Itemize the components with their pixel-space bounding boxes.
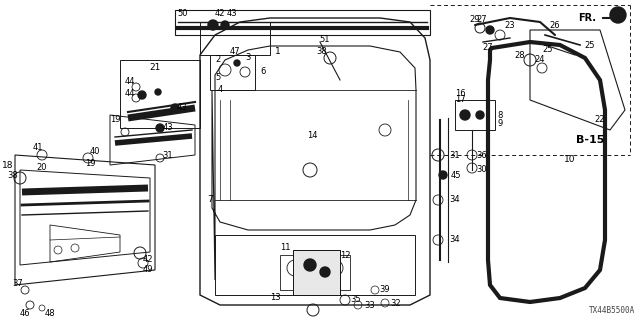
Text: 40: 40 — [90, 148, 100, 156]
Text: 27: 27 — [483, 44, 493, 52]
Text: 35: 35 — [351, 295, 362, 305]
Text: 30: 30 — [477, 165, 487, 174]
Text: 50: 50 — [178, 10, 188, 19]
Text: 32: 32 — [390, 299, 401, 308]
Text: 6: 6 — [260, 68, 266, 76]
Text: 48: 48 — [45, 308, 55, 317]
Text: 18: 18 — [3, 161, 13, 170]
Circle shape — [320, 267, 330, 277]
Text: 4: 4 — [218, 85, 223, 94]
Text: 19: 19 — [109, 116, 120, 124]
Text: 9: 9 — [497, 118, 502, 127]
Text: 11: 11 — [280, 243, 291, 252]
Text: 8: 8 — [497, 110, 502, 119]
Text: 34: 34 — [450, 236, 460, 244]
Text: 17: 17 — [454, 95, 465, 105]
Text: 24: 24 — [535, 55, 545, 65]
Text: 42: 42 — [215, 10, 225, 19]
Text: 29: 29 — [470, 15, 480, 25]
Polygon shape — [293, 250, 340, 295]
Text: 43: 43 — [163, 124, 173, 132]
Circle shape — [486, 26, 494, 34]
Text: TX44B5500A: TX44B5500A — [589, 306, 635, 315]
Text: 37: 37 — [13, 279, 24, 289]
Text: 2: 2 — [216, 55, 221, 65]
Circle shape — [476, 111, 484, 119]
Text: 12: 12 — [340, 251, 350, 260]
Text: 1: 1 — [275, 47, 281, 57]
Text: 23: 23 — [505, 20, 515, 29]
Text: 38: 38 — [8, 171, 19, 180]
Text: 31: 31 — [163, 150, 173, 159]
Circle shape — [234, 60, 240, 66]
Text: 45: 45 — [451, 171, 461, 180]
Circle shape — [439, 171, 447, 179]
Text: 20: 20 — [36, 164, 47, 172]
Text: 46: 46 — [20, 308, 30, 317]
Text: 10: 10 — [564, 156, 576, 164]
Circle shape — [171, 104, 179, 112]
Circle shape — [304, 259, 316, 271]
Text: 19: 19 — [84, 158, 95, 167]
Circle shape — [610, 7, 626, 23]
Text: FR.: FR. — [578, 13, 596, 23]
Text: 44: 44 — [125, 77, 135, 86]
Text: 26: 26 — [550, 20, 560, 29]
Text: 16: 16 — [454, 90, 465, 99]
Circle shape — [156, 124, 164, 132]
Text: 25: 25 — [543, 45, 553, 54]
Text: 44: 44 — [125, 89, 135, 98]
Text: B-15: B-15 — [576, 135, 604, 145]
Text: 42: 42 — [143, 255, 153, 265]
Text: 7: 7 — [207, 196, 213, 204]
Circle shape — [138, 91, 146, 99]
Circle shape — [155, 89, 161, 95]
Text: 38: 38 — [317, 47, 328, 57]
Text: 47: 47 — [230, 47, 240, 57]
Text: 49: 49 — [143, 266, 153, 275]
Text: 13: 13 — [269, 293, 280, 302]
Text: 34: 34 — [450, 196, 460, 204]
Circle shape — [208, 20, 218, 30]
Circle shape — [221, 21, 229, 29]
Text: 3: 3 — [245, 53, 251, 62]
Text: 39: 39 — [380, 285, 390, 294]
Text: 31: 31 — [450, 150, 460, 159]
Text: 21: 21 — [149, 63, 161, 73]
Text: 43: 43 — [227, 10, 237, 19]
Text: 41: 41 — [33, 143, 44, 153]
Text: 27: 27 — [477, 15, 487, 25]
Text: 5: 5 — [216, 74, 221, 83]
Text: 22: 22 — [595, 116, 605, 124]
Text: 36: 36 — [477, 150, 488, 159]
Text: 28: 28 — [515, 51, 525, 60]
Circle shape — [460, 110, 470, 120]
Text: 14: 14 — [307, 131, 317, 140]
Text: 51: 51 — [320, 36, 330, 44]
Text: 25: 25 — [585, 41, 595, 50]
Text: 43: 43 — [177, 103, 188, 113]
Text: 33: 33 — [365, 300, 376, 309]
